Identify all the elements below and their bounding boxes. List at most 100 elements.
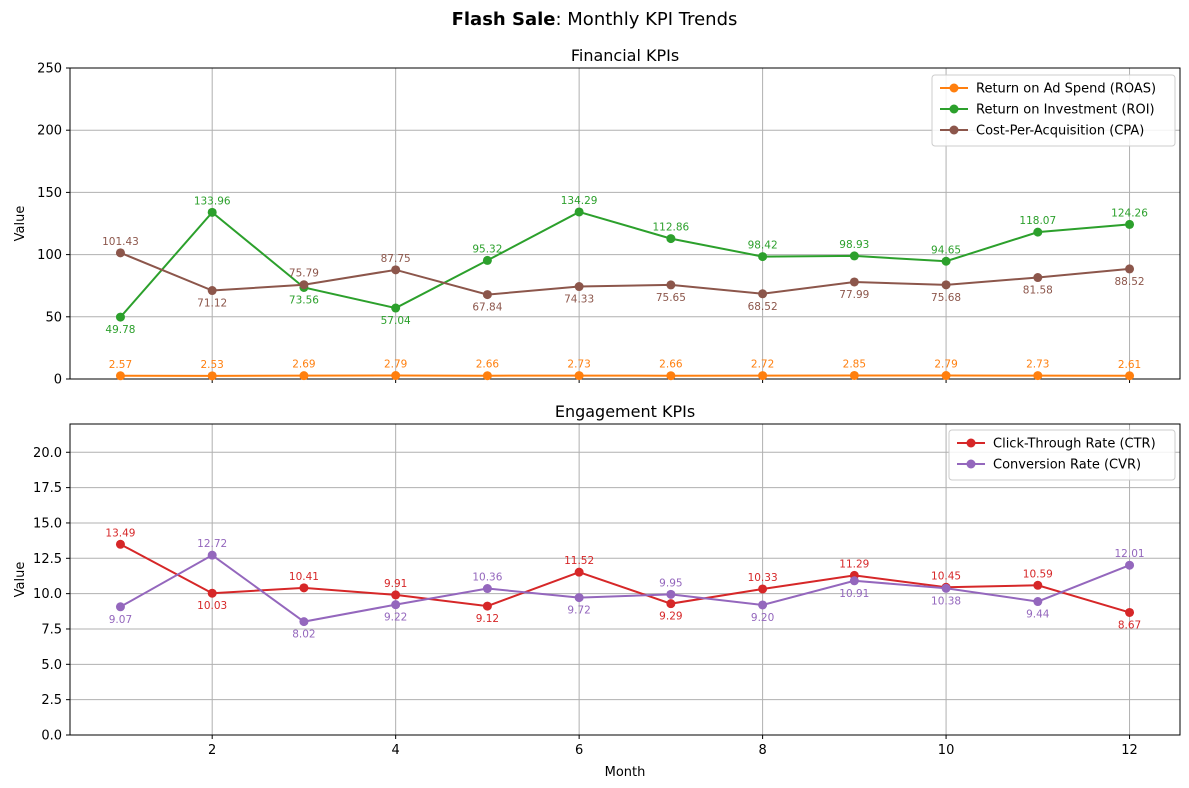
data-label: 2.73 — [567, 359, 590, 371]
data-label: 112.86 — [652, 222, 689, 234]
data-point — [849, 370, 859, 380]
data-label: 2.69 — [292, 359, 315, 371]
figure-title-bold: Flash Sale — [451, 9, 556, 30]
y-tick-label: 200 — [37, 124, 62, 139]
data-point — [941, 256, 951, 266]
data-label: 9.29 — [659, 611, 682, 623]
series-1: 49.78 133.96 73.56 57.04 95.32 134.29 112.86 98… — [105, 195, 1148, 336]
data-point — [115, 312, 125, 322]
data-label: 77.99 — [839, 289, 869, 301]
data-point — [574, 282, 584, 292]
data-label: 57.04 — [381, 315, 411, 327]
data-label: 2.79 — [384, 359, 407, 371]
data-label: 9.44 — [1026, 609, 1050, 621]
panel-title: Engagement KPIs — [555, 402, 695, 421]
data-point — [207, 588, 217, 598]
y-tick-label: 2.5 — [41, 693, 62, 708]
data-label: 133.96 — [194, 195, 231, 207]
data-label: 8.02 — [292, 629, 315, 641]
legend-box — [931, 74, 1176, 147]
data-label: 87.75 — [381, 253, 411, 265]
data-point — [1125, 560, 1135, 570]
data-label: 75.65 — [656, 292, 686, 304]
series-2: 101.43 71.12 75.79 87.75 67.84 74.33 75.65 68.5… — [102, 236, 1144, 314]
data-point — [849, 251, 859, 261]
data-label: 10.33 — [748, 572, 778, 584]
data-label: 2.57 — [109, 359, 132, 371]
data-point — [115, 602, 125, 612]
data-point — [666, 599, 676, 609]
data-label: 101.43 — [102, 236, 139, 248]
data-label: 98.93 — [839, 239, 869, 251]
data-label: 8.67 — [1118, 619, 1141, 631]
data-point — [482, 371, 492, 381]
data-label: 12.72 — [197, 538, 227, 550]
series-line — [119, 210, 1130, 318]
x-tick-label: 4 — [392, 743, 400, 758]
data-point — [758, 371, 768, 381]
data-point — [758, 252, 768, 262]
data-label: 2.79 — [934, 359, 957, 371]
y-tick-label: 150 — [37, 186, 62, 201]
data-label: 12.01 — [1115, 548, 1145, 560]
data-point — [482, 601, 492, 611]
data-point — [299, 583, 309, 593]
data-label: 9.20 — [751, 612, 774, 624]
legend-swatch-marker — [966, 459, 976, 469]
y-tick-label: 50 — [45, 310, 62, 325]
panel-title: Financial KPIs — [571, 46, 679, 65]
series-0: 13.49 10.03 10.41 9.91 9.12 11.52 9.29 10.33 11.… — [105, 527, 1141, 631]
data-label: 67.84 — [472, 302, 502, 314]
data-point — [1125, 264, 1135, 274]
data-point — [666, 589, 676, 599]
data-label: 2.61 — [1118, 359, 1141, 371]
data-label: 74.33 — [564, 294, 594, 306]
y-tick-label: 12.5 — [33, 552, 62, 567]
data-point — [207, 550, 217, 560]
data-label: 124.26 — [1111, 207, 1148, 219]
x-tick-label: 8 — [758, 743, 766, 758]
data-point — [299, 617, 309, 627]
data-point — [1033, 273, 1043, 283]
data-label: 9.12 — [476, 613, 499, 625]
data-point — [1033, 597, 1043, 607]
data-label: 2.53 — [200, 359, 223, 371]
y-tick-label: 0.0 — [41, 729, 62, 744]
legend-swatch-marker — [966, 438, 976, 448]
data-point — [207, 286, 217, 296]
legend-swatch-marker — [949, 125, 959, 135]
y-tick-label: 7.5 — [41, 622, 62, 637]
data-point — [849, 277, 859, 287]
data-label: 10.03 — [197, 600, 227, 612]
legend: Click-Through Rate (CTR) Conversion Rate … — [948, 429, 1176, 481]
data-point — [115, 248, 125, 258]
data-label: 75.68 — [931, 292, 961, 304]
y-tick-label: 250 — [37, 62, 62, 77]
data-point — [941, 280, 951, 290]
data-point — [207, 371, 217, 381]
series-line — [119, 543, 1130, 614]
data-label: 9.72 — [567, 605, 590, 617]
legend-entry: Return on Investment (ROI) — [976, 103, 1155, 118]
legend-entry: Click-Through Rate (CTR) — [993, 437, 1156, 452]
data-label: 2.66 — [476, 359, 500, 371]
x-tick-label: 12 — [1121, 743, 1138, 758]
data-label: 2.85 — [843, 358, 866, 370]
panel-engagement-kpis: Engagement KPIs 0.0 2.5 5.0 7.5 10.0 12.5 15.0 1… — [13, 402, 1181, 758]
plot-frame — [69, 67, 1181, 380]
data-point — [115, 371, 125, 381]
legend-entry: Return on Ad Spend (ROAS) — [976, 82, 1156, 97]
data-point — [1125, 607, 1135, 617]
data-point — [482, 255, 492, 265]
legend-entry: Conversion Rate (CVR) — [993, 458, 1141, 473]
data-label: 2.66 — [659, 359, 683, 371]
data-point — [299, 371, 309, 381]
legend-box — [948, 429, 1176, 481]
data-point — [941, 371, 951, 381]
data-point — [299, 280, 309, 290]
y-tick-label: 20.0 — [33, 446, 62, 461]
data-label: 2.73 — [1026, 359, 1049, 371]
series-1: 9.07 12.72 8.02 9.22 10.36 9.72 9.95 9.20 10.91 1… — [109, 538, 1145, 640]
data-label: 95.32 — [472, 243, 502, 255]
data-point — [1125, 219, 1135, 229]
